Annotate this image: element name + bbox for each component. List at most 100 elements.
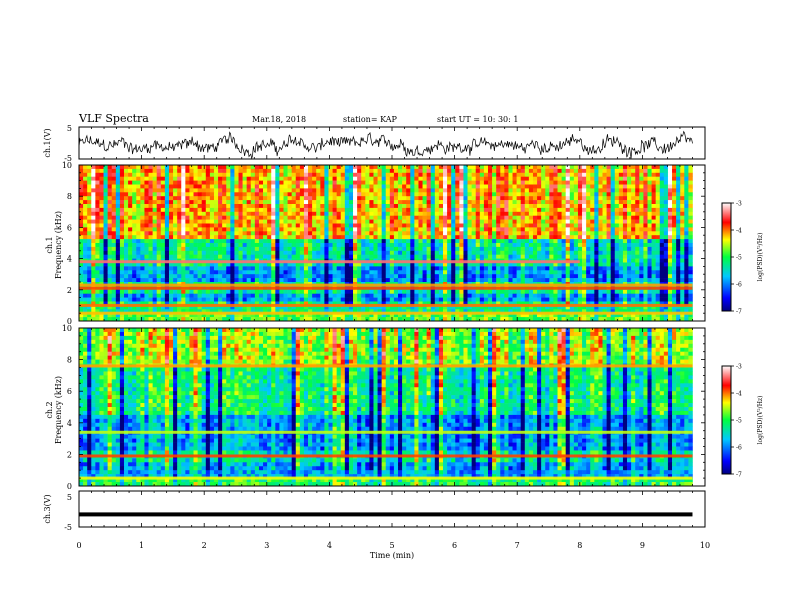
spectrogram-cell — [181, 176, 186, 181]
spectrogram-cell — [496, 215, 501, 220]
spectrogram-cell — [516, 176, 522, 181]
spectrogram-cell — [263, 192, 268, 197]
spectrogram-cell — [164, 184, 170, 189]
spectrogram-cell — [618, 184, 624, 189]
spectrogram-cell — [467, 168, 472, 174]
spectrogram-cell — [160, 243, 166, 248]
spectrogram-cell — [602, 262, 607, 267]
spectrogram-cell — [181, 246, 186, 252]
spectrogram-cell — [553, 274, 558, 279]
spectrogram-cell — [181, 200, 186, 205]
spectrogram-cell — [152, 243, 158, 248]
spectrogram-cell — [263, 243, 268, 248]
spectrogram-cell — [336, 231, 342, 236]
spectrogram-cell — [524, 246, 530, 252]
spectrogram-cell — [680, 211, 685, 216]
spectrogram-cell — [410, 262, 415, 267]
spectrogram-cell — [672, 165, 677, 170]
spectrogram-cell — [475, 215, 481, 220]
spectrogram-cell — [459, 278, 464, 283]
spectrogram-cell — [406, 215, 411, 220]
spectrogram-cell — [606, 235, 611, 240]
spectrogram-cell — [209, 165, 215, 170]
spectrogram-cell — [537, 274, 542, 279]
spectrogram-cell — [422, 215, 427, 220]
spectrogram-cell — [492, 254, 497, 259]
spectrogram-cell — [438, 270, 444, 275]
spectrogram-cell — [463, 180, 468, 185]
spectrogram-cell — [344, 250, 350, 255]
spectrogram-cell — [181, 196, 186, 201]
spectrogram-cell — [532, 262, 538, 267]
spectrogram-cell — [234, 266, 239, 271]
spectrogram-cell — [402, 266, 407, 271]
spectrogram-cell — [447, 196, 452, 201]
spectrogram-cell — [381, 227, 387, 232]
spectrogram-cell — [340, 262, 346, 267]
spectrogram-cell — [83, 278, 88, 283]
spectrogram-cell — [238, 176, 243, 181]
spectrogram-cell — [148, 278, 153, 283]
spectrogram-cell — [287, 165, 292, 170]
spectrogram-cell — [156, 231, 162, 236]
spectrogram-cell — [426, 196, 432, 201]
spectrogram-cell — [336, 243, 342, 248]
spectrogram-cell — [414, 207, 419, 213]
spectrogram-cell — [418, 266, 423, 271]
spectrogram-cell — [250, 165, 256, 170]
spectrogram-cell — [447, 227, 452, 232]
spectrogram-cell — [103, 254, 108, 259]
spectrogram-cell — [79, 184, 84, 189]
spectrogram-cell — [565, 219, 571, 224]
spectrogram-cell — [663, 207, 669, 213]
spectrogram-cell — [79, 211, 84, 216]
spectrogram-cell — [479, 231, 485, 236]
spectrogram-cell — [320, 254, 325, 259]
spectrogram-cell — [140, 196, 145, 201]
spectrogram-cell — [275, 200, 280, 205]
spectrogram-cell — [303, 180, 309, 185]
spectrogram-cell — [471, 180, 477, 185]
spectrogram-cell — [659, 196, 665, 201]
spectrogram-cell — [230, 219, 235, 224]
spectrogram-cell — [479, 274, 485, 279]
spectrogram-cell — [614, 274, 620, 279]
spectrogram-cell — [107, 266, 113, 271]
spectrogram-cell — [508, 278, 513, 283]
spectrogram-cell — [242, 215, 247, 220]
spectrogram-cell — [91, 235, 96, 240]
spectrogram-cell — [344, 172, 350, 177]
spectrogram-cell — [672, 278, 677, 283]
spectrogram-cell — [500, 215, 505, 220]
spectrogram-cell — [193, 243, 198, 248]
spectrogram-cell — [250, 243, 256, 248]
spectrogram-cell — [107, 192, 113, 197]
spectrogram-cell — [123, 165, 129, 170]
spectrogram-cell — [168, 165, 174, 170]
spectrogram-cell — [549, 168, 554, 174]
spectrogram-cell — [463, 223, 468, 228]
spectrogram-cell — [381, 239, 387, 244]
spectrogram-cell — [275, 278, 280, 283]
spectrogram-cell — [324, 168, 329, 174]
spectrogram-cell — [418, 211, 423, 216]
spectrogram-cell — [267, 180, 272, 185]
spectrogram-cell — [107, 239, 113, 244]
spectrogram-cell — [443, 192, 448, 197]
spectrogram-cell — [434, 204, 440, 209]
spectrogram-cell — [467, 250, 472, 255]
spectrogram-cell — [254, 250, 260, 255]
spectrogram-cell — [275, 235, 280, 240]
spectrogram-cell — [144, 243, 149, 248]
spectrogram-cell — [492, 274, 497, 279]
spectrogram-cell — [385, 239, 391, 244]
spectrogram-cell — [606, 211, 611, 216]
spectrogram-cell — [242, 262, 247, 267]
spectrogram-cell — [177, 239, 182, 244]
spectrogram-cell — [308, 176, 313, 181]
spectrogram-cell — [185, 274, 190, 279]
spectrogram-cell — [295, 180, 301, 185]
spectrogram-cell — [639, 200, 644, 205]
spectrogram-cell — [406, 262, 411, 267]
spectrogram-cell — [295, 219, 301, 224]
